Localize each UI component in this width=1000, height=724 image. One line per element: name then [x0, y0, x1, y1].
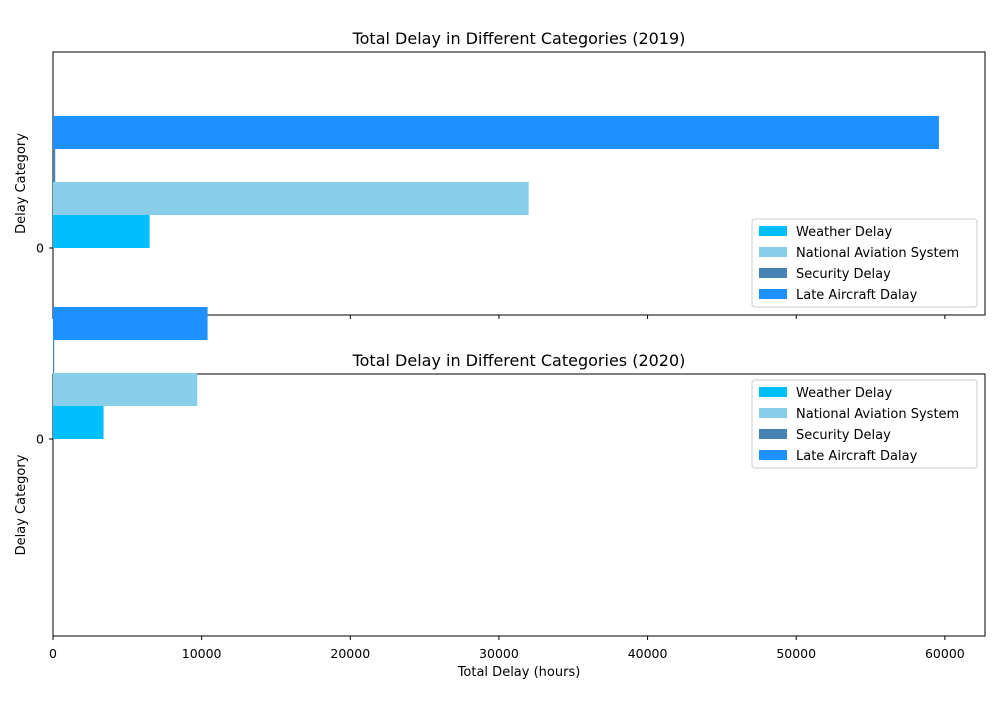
y-tick-label-1: 0	[36, 432, 44, 447]
x-axis-label-1: Total Delay (hours)	[457, 665, 581, 680]
legend-label-0-2: Security Delay	[796, 267, 891, 282]
plot-area-frame-1	[52, 373, 986, 637]
bar-0-0	[53, 215, 150, 248]
bar-0-2	[53, 149, 56, 182]
legend-label-0-0: Weather Delay	[796, 225, 892, 240]
legend-label-0-1: National Aviation System	[796, 246, 959, 261]
legend-swatch-1-2	[759, 429, 787, 439]
legend-label-1-0: Weather Delay	[796, 386, 892, 401]
x-tick-label-1-5: 50000	[776, 646, 816, 661]
legend-swatch-0-2	[759, 268, 787, 278]
bar-1-2	[53, 340, 55, 373]
y-axis-label-1: Delay Category	[14, 454, 29, 555]
legend-swatch-1-1	[759, 408, 787, 418]
chart-title-0: Total Delay in Different Categories (201…	[352, 29, 686, 48]
x-tick-label-1-4: 40000	[628, 646, 668, 661]
y-axis-label-0: Delay Category	[14, 133, 29, 234]
legend-swatch-0-1	[759, 247, 787, 257]
legend-label-1-1: National Aviation System	[796, 407, 959, 422]
x-tick-label-1-3: 30000	[479, 646, 519, 661]
legend-label-1-2: Security Delay	[796, 428, 891, 443]
bar-1-0	[53, 406, 104, 439]
bar-1-1	[53, 373, 198, 406]
legend-box-0	[751, 218, 978, 308]
bar-0-3	[53, 116, 939, 149]
legend-label-0-3: Late Aircraft Dalay	[796, 288, 918, 303]
x-tick-label-1-2: 20000	[330, 646, 370, 661]
x-tick-label-1-1: 10000	[182, 646, 222, 661]
legend-swatch-0-0	[759, 226, 787, 236]
legend-swatch-0-3	[759, 289, 787, 299]
chart-title-1: Total Delay in Different Categories (202…	[352, 351, 686, 370]
bar-0-1	[53, 182, 529, 215]
legend-swatch-1-3	[759, 450, 787, 460]
legend-box-1	[751, 379, 978, 469]
bar-1-3	[53, 307, 208, 340]
x-tick-label-1-0: 0	[49, 646, 57, 661]
x-tick-label-1-6: 60000	[925, 646, 965, 661]
legend-label-1-3: Late Aircraft Dalay	[796, 449, 918, 464]
y-tick-label-0: 0	[36, 241, 44, 256]
legend-swatch-1-0	[759, 387, 787, 397]
